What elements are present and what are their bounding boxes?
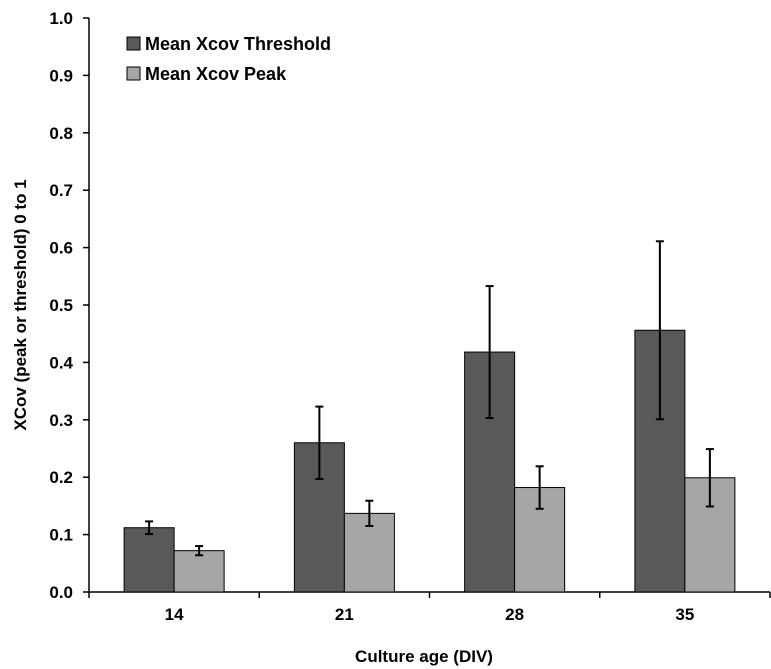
- y-tick-label: 0.5: [49, 296, 73, 315]
- legend-label: Mean Xcov Threshold: [145, 34, 331, 54]
- y-tick-label: 0.7: [49, 181, 73, 200]
- bars: [123, 329, 736, 593]
- x-axis: 14 21 28 35: [88, 591, 771, 624]
- y-tick-label: 0.4: [49, 353, 73, 372]
- error-bar: [195, 545, 204, 557]
- y-tick-label: 1.0: [49, 9, 73, 28]
- error-bar: [145, 520, 154, 536]
- y-tick-label: 0.6: [49, 239, 73, 258]
- legend-label: Mean Xcov Peak: [145, 64, 287, 84]
- y-tick-label: 0.8: [49, 124, 73, 143]
- error-bar: [485, 285, 494, 420]
- legend-swatch: [126, 66, 141, 81]
- y-axis-title: XCov (peak or threshold) 0 to 1: [11, 179, 30, 430]
- y-tick-label: 0.2: [49, 468, 73, 487]
- x-tick-label: 14: [165, 605, 184, 624]
- error-bar: [705, 448, 714, 508]
- y-tick-label: 0.1: [49, 526, 73, 545]
- legend-swatch: [126, 36, 141, 51]
- x-tick-label: 28: [505, 605, 524, 624]
- error-bars: [145, 240, 714, 557]
- x-tick-label: 35: [675, 605, 694, 624]
- bar-threshold-14: [123, 527, 175, 593]
- legend: Mean Xcov Threshold Mean Xcov Peak: [126, 34, 331, 84]
- error-bar: [365, 499, 374, 527]
- y-tick-label: 0.9: [49, 66, 73, 85]
- y-axis: 0.0 0.1 0.2 0.3 0.4 0.5 0.6 0.7 0.8 0.9 1.0: [49, 9, 90, 602]
- y-tick-label: 0.0: [49, 583, 73, 602]
- y-tick-label: 0.3: [49, 411, 73, 430]
- x-tick-label: 21: [335, 605, 354, 624]
- bar-peak-14: [173, 550, 225, 593]
- x-axis-title: Culture age (DIV): [355, 647, 493, 666]
- error-bar: [315, 405, 324, 480]
- error-bar: [655, 240, 664, 421]
- error-bar: [535, 465, 544, 510]
